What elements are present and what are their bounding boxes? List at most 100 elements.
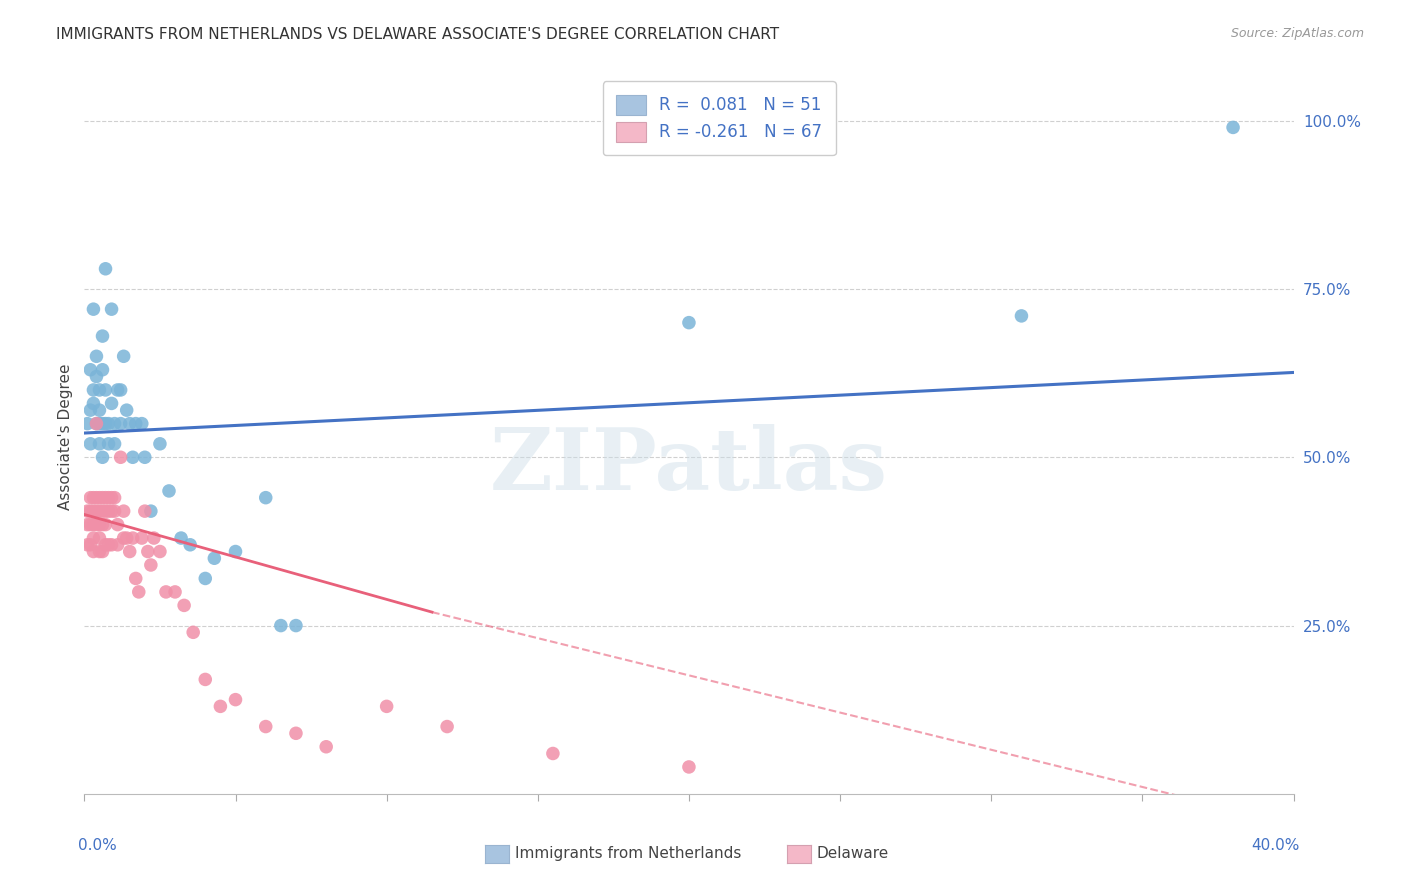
Point: [118, 417, 141, 431]
Point: [79, 504, 101, 518]
Point: [194, 571, 217, 585]
Point: [104, 491, 127, 505]
Point: [128, 585, 150, 599]
Point: [110, 417, 132, 431]
Point: [97, 491, 120, 505]
Point: [110, 450, 132, 465]
Point: [82, 517, 104, 532]
Point: [89, 403, 111, 417]
Point: [170, 531, 193, 545]
Legend: R =  0.081   N = 51, R = -0.261   N = 67: R = 0.081 N = 51, R = -0.261 N = 67: [603, 81, 835, 155]
Point: [89, 517, 111, 532]
Point: [94, 383, 117, 397]
Text: Delaware: Delaware: [817, 847, 889, 861]
Point: [86, 349, 108, 363]
Point: [107, 538, 129, 552]
Point: [134, 504, 156, 518]
Point: [91, 504, 114, 518]
Point: [91, 329, 114, 343]
Point: [115, 403, 138, 417]
Point: [100, 491, 122, 505]
Point: [1011, 309, 1033, 323]
Point: [76, 517, 98, 532]
Point: [104, 437, 127, 451]
Point: [315, 739, 337, 754]
Text: ZIPatlas: ZIPatlas: [489, 424, 889, 508]
Point: [89, 504, 111, 518]
Point: [91, 517, 114, 532]
Point: [82, 302, 104, 317]
Point: [149, 544, 172, 558]
Point: [89, 491, 111, 505]
Point: [112, 349, 135, 363]
Point: [131, 417, 153, 431]
Point: [112, 504, 135, 518]
Point: [254, 491, 277, 505]
Point: [86, 504, 108, 518]
Point: [107, 383, 129, 397]
Point: [82, 544, 104, 558]
Point: [118, 544, 141, 558]
Point: [121, 450, 143, 465]
Point: [91, 363, 114, 377]
Point: [194, 673, 217, 687]
Point: [375, 699, 398, 714]
Text: Immigrants from Netherlands: Immigrants from Netherlands: [515, 847, 741, 861]
Point: [149, 437, 172, 451]
Point: [94, 261, 117, 276]
Point: [100, 396, 122, 410]
Point: [100, 538, 122, 552]
Point: [678, 316, 700, 330]
Point: [82, 531, 104, 545]
Point: [82, 383, 104, 397]
Point: [91, 417, 114, 431]
Point: [86, 369, 108, 384]
Point: [104, 504, 127, 518]
Point: [82, 491, 104, 505]
Point: [155, 585, 177, 599]
Point: [209, 699, 232, 714]
Point: [82, 504, 104, 518]
Point: [100, 504, 122, 518]
Point: [202, 551, 225, 566]
Point: [91, 544, 114, 558]
Point: [79, 517, 101, 532]
Point: [285, 726, 308, 740]
Point: [134, 450, 156, 465]
Point: [157, 483, 180, 498]
Point: [112, 531, 135, 545]
Point: [136, 544, 159, 558]
Point: [94, 538, 117, 552]
Point: [115, 531, 138, 545]
Point: [285, 618, 308, 632]
Point: [91, 450, 114, 465]
Point: [89, 531, 111, 545]
Point: [94, 491, 117, 505]
Point: [270, 618, 292, 632]
Point: [97, 417, 120, 431]
Point: [225, 544, 247, 558]
Point: [86, 517, 108, 532]
Point: [97, 538, 120, 552]
Point: [107, 517, 129, 532]
Point: [79, 403, 101, 417]
Point: [94, 504, 117, 518]
Point: [79, 491, 101, 505]
Text: 40.0%: 40.0%: [1251, 838, 1299, 853]
Point: [86, 417, 108, 431]
Point: [125, 417, 148, 431]
Point: [436, 720, 458, 734]
Point: [94, 417, 117, 431]
Point: [94, 517, 117, 532]
Point: [97, 504, 120, 518]
Point: [541, 747, 564, 761]
Point: [110, 383, 132, 397]
Point: [76, 417, 98, 431]
Point: [121, 531, 143, 545]
Point: [125, 571, 148, 585]
Point: [97, 437, 120, 451]
Point: [1222, 120, 1244, 135]
Point: [139, 558, 162, 572]
Point: [89, 437, 111, 451]
Point: [76, 538, 98, 552]
